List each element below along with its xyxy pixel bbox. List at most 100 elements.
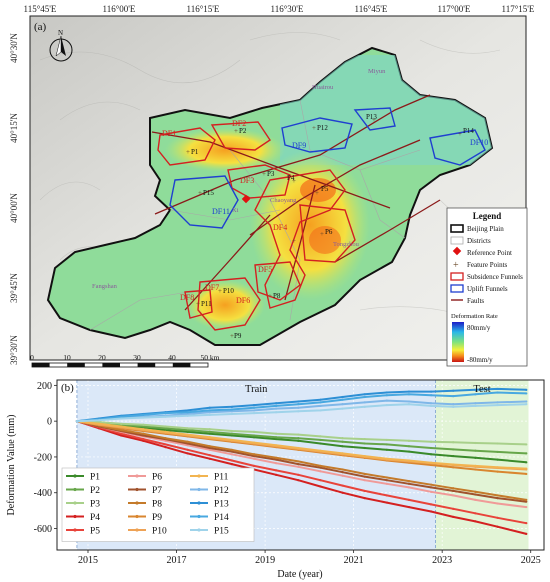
series-point-p13 bbox=[385, 391, 388, 394]
map-panel: DF1 DF2 DF3 DF4 DF5 DF6 DF7 DF8 DF9 DF10… bbox=[9, 4, 535, 368]
series-point-p11 bbox=[407, 459, 411, 462]
series-point-p3 bbox=[230, 429, 233, 433]
series-point-p15 bbox=[208, 413, 211, 416]
feature-point-p8: + P8 bbox=[268, 292, 281, 300]
top-tick-5: 116°45'E bbox=[355, 4, 388, 14]
series-point-p11 bbox=[252, 441, 256, 444]
series-point-p14 bbox=[363, 395, 366, 399]
series-p7 bbox=[75, 420, 528, 503]
legend-label: P1 bbox=[90, 473, 100, 483]
series-point-p1 bbox=[385, 448, 388, 451]
series-point-p8 bbox=[474, 490, 477, 493]
series-point-p11 bbox=[297, 446, 300, 450]
series-point-p2 bbox=[525, 452, 528, 455]
series-point-p5 bbox=[319, 479, 322, 482]
series-point-p6 bbox=[430, 490, 433, 493]
series-point-p11 bbox=[341, 452, 344, 455]
legend-marker bbox=[73, 474, 77, 478]
series-point-p2 bbox=[496, 450, 499, 454]
series-point-p3 bbox=[164, 425, 167, 428]
series-point-p5 bbox=[430, 503, 433, 506]
legend-marker bbox=[135, 514, 139, 519]
funnel-label-df5: DF5 bbox=[258, 265, 272, 274]
legend-marker bbox=[73, 501, 77, 505]
left-tick-1: 40°30'N bbox=[9, 33, 19, 63]
series-point-p14 bbox=[525, 392, 528, 395]
svg-text:+: + bbox=[262, 170, 266, 178]
series-point-p12 bbox=[474, 402, 477, 405]
legend-label: P4 bbox=[90, 513, 100, 523]
north-label: N bbox=[58, 29, 63, 37]
series-point-p4 bbox=[120, 434, 123, 437]
series-point-p13 bbox=[430, 390, 433, 393]
series-point-p12 bbox=[363, 401, 366, 404]
funnel-label-df7: DF7 bbox=[205, 283, 219, 292]
series-point-p4 bbox=[407, 505, 411, 509]
series-point-p3 bbox=[142, 423, 145, 426]
place-names: Huairou Miyun Chaoyang Fangshan Tongzhou… bbox=[92, 68, 386, 290]
series-point-p2 bbox=[363, 442, 366, 445]
series-point-p4 bbox=[385, 501, 388, 504]
map-legend: Legend Beijing Plain Districts Reference… bbox=[446, 207, 528, 367]
series-point-p12 bbox=[385, 399, 388, 402]
region-label-test: Test bbox=[473, 384, 490, 395]
series-point-p11 bbox=[474, 464, 477, 467]
series-point-p1 bbox=[164, 429, 167, 432]
series-point-p15 bbox=[496, 403, 499, 407]
x-tick-label: 2023 bbox=[432, 555, 452, 566]
series-point-p13 bbox=[474, 388, 477, 391]
series-point-p14 bbox=[385, 394, 388, 397]
series-point-p4 bbox=[275, 473, 278, 476]
series-point-p7 bbox=[319, 466, 322, 469]
series-point-p15 bbox=[363, 405, 366, 408]
feature-point-p7: + bbox=[292, 237, 296, 245]
legend-label: P8 bbox=[152, 500, 162, 510]
series-point-p7 bbox=[275, 458, 278, 461]
series-point-p3 bbox=[319, 435, 322, 438]
place-tongzhou: Tongzhou bbox=[333, 241, 360, 248]
funnel-label-df4: DF4 bbox=[273, 223, 287, 232]
legend-colorbar bbox=[452, 322, 464, 362]
funnel-label-df2: DF2 bbox=[232, 119, 246, 128]
series-point-p13 bbox=[407, 390, 411, 393]
legend-label: P15 bbox=[214, 527, 229, 537]
series-point-p12 bbox=[430, 402, 433, 405]
series-point-p4 bbox=[164, 446, 167, 449]
series-point-p5 bbox=[452, 507, 455, 510]
svg-text:+: + bbox=[320, 230, 324, 238]
left-tick-3: 40°00'N bbox=[9, 193, 19, 223]
series-point-p2 bbox=[252, 434, 256, 437]
series-point-p5 bbox=[186, 448, 189, 451]
legend-item-p12: P12 bbox=[190, 486, 229, 496]
series-point-p5 bbox=[474, 512, 477, 515]
series-point-p1 bbox=[474, 456, 477, 459]
series-point-p12 bbox=[341, 403, 344, 406]
top-tick-2: 116°00'E bbox=[103, 4, 136, 14]
legend-item-p1: P1 bbox=[66, 473, 100, 483]
top-tick-7: 117°15'E bbox=[502, 4, 535, 14]
series-point-p15 bbox=[142, 416, 145, 419]
faults bbox=[151, 94, 441, 311]
series-point-p5 bbox=[252, 464, 256, 467]
series-point-p5 bbox=[208, 454, 211, 457]
legend-swatch-plain bbox=[450, 224, 464, 233]
series-point-p15 bbox=[385, 403, 388, 407]
series-point-p4 bbox=[208, 457, 211, 460]
legend-label: P7 bbox=[152, 486, 162, 496]
svg-text:P13: P13 bbox=[366, 113, 377, 121]
legend-marker bbox=[197, 487, 201, 492]
left-axis: 40°30'N 40°15'N 40°00'N 39°45'N 39°30'N bbox=[9, 33, 19, 365]
legend-marker bbox=[197, 501, 201, 505]
series-point-p14 bbox=[186, 411, 189, 414]
series-point-p6 bbox=[525, 505, 528, 509]
svg-text:+: + bbox=[198, 189, 202, 197]
series-point-p13 bbox=[186, 409, 189, 412]
series-point-p11 bbox=[319, 449, 322, 452]
series-point-p11 bbox=[230, 438, 233, 442]
legend-item-p5: P5 bbox=[66, 527, 100, 537]
series-point-p5 bbox=[385, 494, 388, 497]
legend-item-p6: P6 bbox=[128, 473, 162, 483]
legend-item-p3: P3 bbox=[66, 500, 100, 510]
series-point-p14 bbox=[452, 395, 455, 398]
legend-item-p9: P9 bbox=[128, 513, 162, 523]
